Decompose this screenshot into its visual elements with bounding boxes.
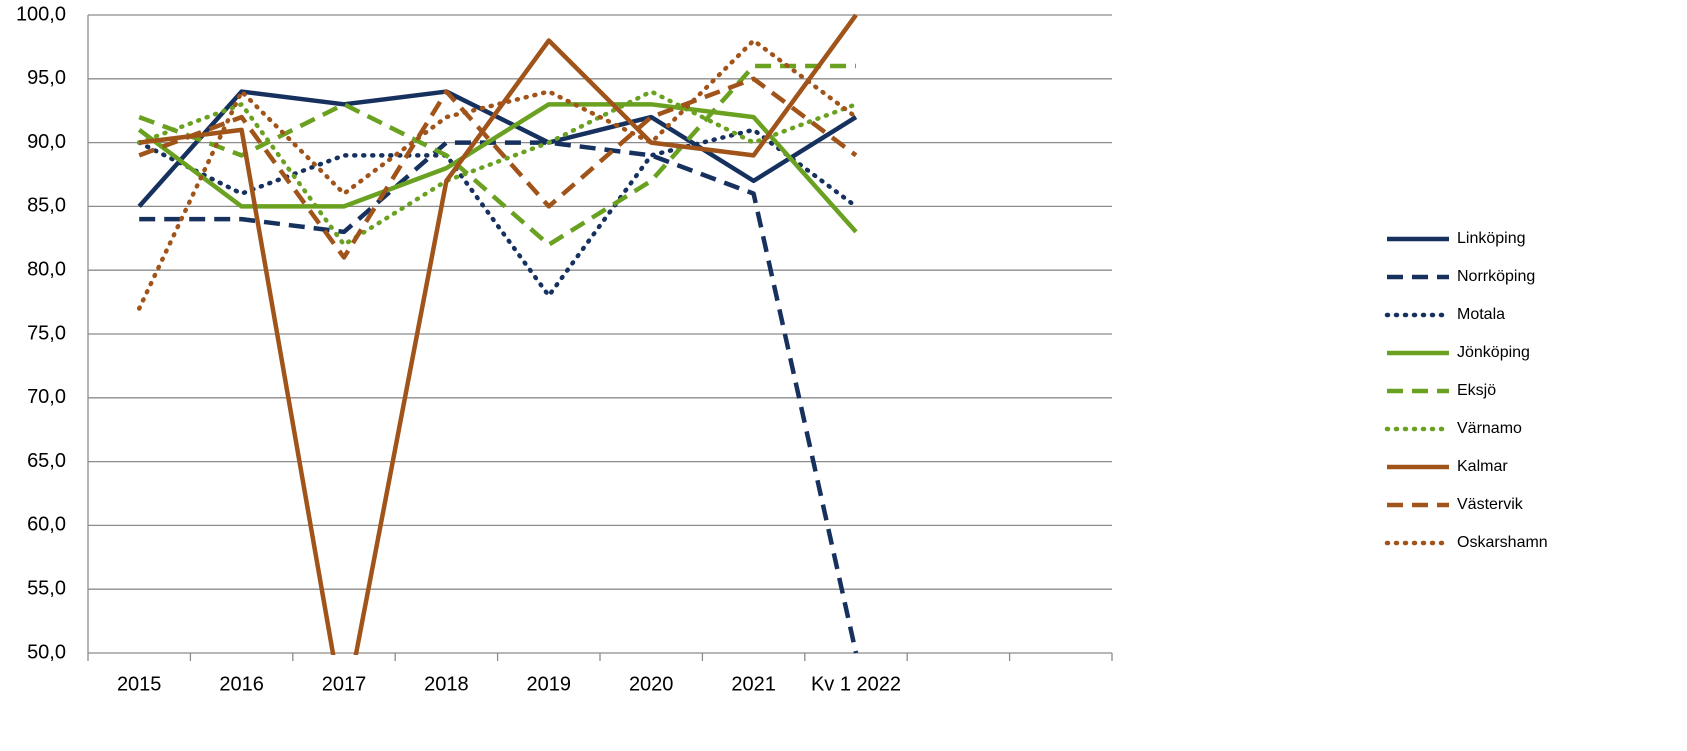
legend-label: Norrköping (1457, 268, 1535, 285)
x-tick-label: 2019 (527, 673, 572, 695)
x-tick-label: 2020 (629, 673, 674, 695)
legend-label: Motala (1457, 306, 1505, 323)
y-tick-label: 55,0 (27, 577, 66, 599)
legend-label: Oskarshamn (1457, 534, 1548, 551)
y-tick-label: 85,0 (27, 195, 66, 217)
x-tick-label: 2018 (424, 673, 469, 695)
y-tick-label: 80,0 (27, 258, 66, 280)
series-line (136, 38, 859, 311)
legend-label: Kalmar (1457, 458, 1508, 475)
series-line (137, 89, 858, 208)
y-tick-label: 50,0 (27, 641, 66, 663)
series-line (137, 102, 858, 234)
y-tick-label: 70,0 (27, 386, 66, 408)
plot-area (136, 13, 859, 655)
series-line (138, 13, 858, 655)
x-tick-label: 2015 (117, 673, 162, 695)
legend-label: Linköping (1457, 230, 1526, 247)
legend-label: Jönköping (1457, 344, 1530, 361)
x-tick-label: 2017 (322, 673, 367, 695)
legend-label: Värnamo (1457, 420, 1522, 437)
y-tick-label: 65,0 (27, 450, 66, 472)
series-line (138, 76, 858, 260)
y-tick-label: 75,0 (27, 322, 66, 344)
series-line (136, 127, 859, 298)
x-tick-label: Kv 1 2022 (811, 673, 901, 695)
series-line (139, 140, 859, 654)
y-tick-label: 90,0 (27, 131, 66, 153)
legend-label: Eksjö (1457, 382, 1496, 399)
x-tick-label: 2016 (219, 673, 264, 695)
y-tick-label: 60,0 (27, 514, 66, 536)
series-line (138, 63, 856, 247)
series-line (136, 89, 859, 247)
y-tick-label: 95,0 (27, 67, 66, 89)
legend-label: Västervik (1457, 496, 1524, 513)
x-tick-label: 2021 (731, 673, 776, 695)
y-tick-label: 100,0 (16, 3, 66, 25)
